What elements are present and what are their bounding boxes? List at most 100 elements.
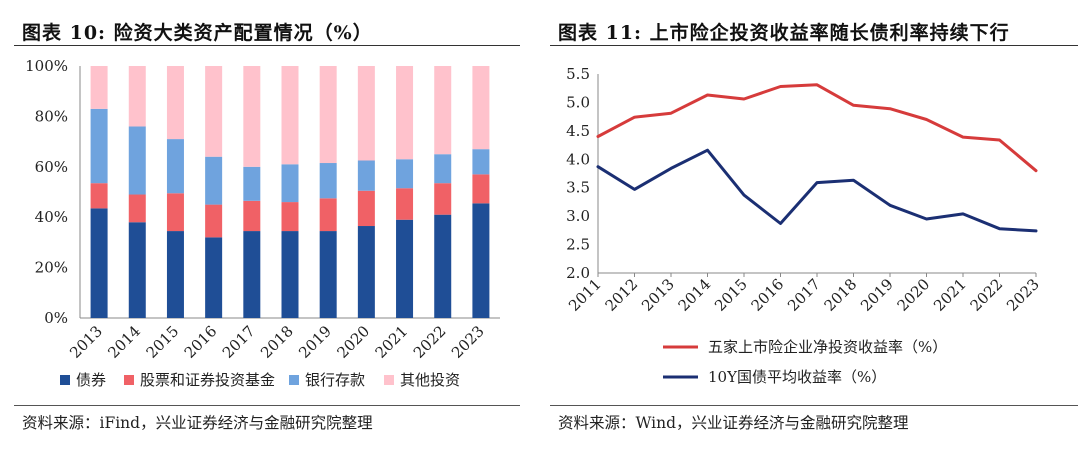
bar-segment xyxy=(128,194,146,223)
series-line-10y-treasury-yield xyxy=(596,148,1038,233)
bar-segment xyxy=(434,66,452,155)
bar-segment xyxy=(243,166,261,201)
left-chart-panel: 图表 10: 险资大类资产配置情况（%） 0% 20% 40% 60% 80% 100% 2… xyxy=(0,0,530,450)
x-tick-label: 2021 xyxy=(930,275,970,315)
y-tick-label: 4.0 xyxy=(566,150,590,168)
bar-segment xyxy=(205,156,223,205)
bar-segment xyxy=(243,66,261,167)
x-tick-label: 2015 xyxy=(711,275,751,315)
y-tick-label: 3.5 xyxy=(566,179,590,197)
x-tick-label: 2016 xyxy=(748,275,788,315)
bar-segment xyxy=(434,154,452,184)
bar-segment xyxy=(90,108,108,184)
y-tick-label: 5.5 xyxy=(566,65,590,83)
legend-label: 债券 xyxy=(76,371,106,389)
bar-segment xyxy=(281,202,299,232)
bar-segment xyxy=(281,164,299,203)
bar-segment xyxy=(319,198,337,232)
bar-segment xyxy=(472,174,490,204)
legend-swatch xyxy=(124,375,134,385)
x-tick-label: 2017 xyxy=(219,322,259,362)
bar-segment xyxy=(319,163,337,199)
bar-segment xyxy=(128,222,146,318)
y-tick-label: 2.5 xyxy=(566,236,590,254)
legend-swatch xyxy=(289,375,299,385)
x-tick-label: 2022 xyxy=(410,322,450,362)
bar-segment xyxy=(243,200,261,232)
x-tick-label: 2018 xyxy=(257,322,297,362)
y-tick-label: 80% xyxy=(35,107,68,125)
series-line-net-investment-yield xyxy=(596,83,1038,173)
bar-segment xyxy=(396,188,414,220)
x-tick-label: 2019 xyxy=(295,322,335,362)
x-tick-label: 2020 xyxy=(894,275,934,315)
y-tick-label: 2.0 xyxy=(566,264,590,282)
y-tick-label: 3.0 xyxy=(566,207,590,225)
bar-segment xyxy=(472,203,490,318)
right-chart-panel: 图表 11: 上市险企投资收益率随长债利率持续下行 2.0 2.5 3.0 3.5 4.… xyxy=(548,0,1080,450)
right-source-rule xyxy=(550,405,1078,406)
bar-segment xyxy=(357,190,375,227)
x-tick-label: 2022 xyxy=(967,275,1007,315)
bar-segment xyxy=(90,183,108,209)
line-chart: 2.02.53.03.54.04.55.05.52011201220132014… xyxy=(565,65,1043,386)
right-source-note: 资料来源：Wind，兴业证券经济与金融研究院整理 xyxy=(558,414,909,432)
bar-segment xyxy=(90,66,108,109)
x-tick-label: 2021 xyxy=(372,322,412,362)
x-tick-label: 2015 xyxy=(143,322,183,362)
x-tick-label: 2023 xyxy=(448,322,488,362)
legend-swatch xyxy=(60,375,70,385)
x-tick-label: 2020 xyxy=(333,322,373,362)
y-tick-label: 4.5 xyxy=(566,122,590,140)
bar-segment xyxy=(357,226,375,318)
bar-segment xyxy=(166,193,184,232)
bar-segment xyxy=(128,126,146,195)
bar-segment xyxy=(281,66,299,165)
legend-label: 10Y国债平均收益率（%） xyxy=(708,368,886,386)
bar-segment xyxy=(396,219,414,318)
legend-label: 其他投资 xyxy=(400,371,460,389)
x-tick-label: 2013 xyxy=(66,322,106,362)
bar-segment xyxy=(281,231,299,318)
y-tick-label: 5.0 xyxy=(566,93,590,111)
bar-segment xyxy=(434,183,452,215)
bar-segment xyxy=(472,66,490,150)
y-tick-label: 20% xyxy=(35,259,68,277)
bar-segment xyxy=(396,159,414,189)
left-source-rule xyxy=(14,405,520,406)
bar-segment xyxy=(357,66,375,161)
y-tick-label: 60% xyxy=(35,158,68,176)
bar-segment xyxy=(166,66,184,140)
left-title-rule xyxy=(14,45,520,46)
right-chart-title: 图表 11: 上市险企投资收益率随长债利率持续下行 xyxy=(558,22,1010,44)
legend-label: 股票和证券投资基金 xyxy=(140,371,275,389)
y-tick-label: 0% xyxy=(44,309,68,327)
bar-segment xyxy=(128,66,146,127)
bar-segment xyxy=(166,139,184,194)
x-tick-label: 2023 xyxy=(1003,275,1043,315)
bar-segment xyxy=(357,160,375,191)
x-tick-label: 2018 xyxy=(821,275,861,315)
legend-label: 五家上市险企业净投资收益率（%） xyxy=(708,338,947,356)
bar-segment xyxy=(472,149,490,175)
x-tick-label: 2019 xyxy=(857,275,897,315)
stacked-bar-chart: 0%20%40%60%80%100%2013201420152016201720… xyxy=(25,57,500,389)
x-tick-label: 2012 xyxy=(602,275,642,315)
bar-segment xyxy=(205,204,223,238)
x-tick-label: 2014 xyxy=(104,322,144,362)
x-tick-label: 2017 xyxy=(784,275,824,315)
legend-swatch xyxy=(384,375,394,385)
left-source-note: 资料来源：iFind，兴业证券经济与金融研究院整理 xyxy=(22,414,373,432)
bar-segment xyxy=(243,231,261,318)
x-tick-label: 2013 xyxy=(638,275,678,315)
bar-segment xyxy=(205,66,223,157)
right-title-rule xyxy=(550,45,1078,46)
bar-segment xyxy=(319,231,337,318)
x-tick-label: 2016 xyxy=(181,322,221,362)
bar-segment xyxy=(319,66,337,164)
left-chart-title: 图表 10: 险资大类资产配置情况（%） xyxy=(22,22,373,44)
y-tick-label: 100% xyxy=(25,57,68,75)
legend-label: 银行存款 xyxy=(305,371,365,389)
y-tick-label: 40% xyxy=(35,208,68,226)
bar-segment xyxy=(166,231,184,318)
